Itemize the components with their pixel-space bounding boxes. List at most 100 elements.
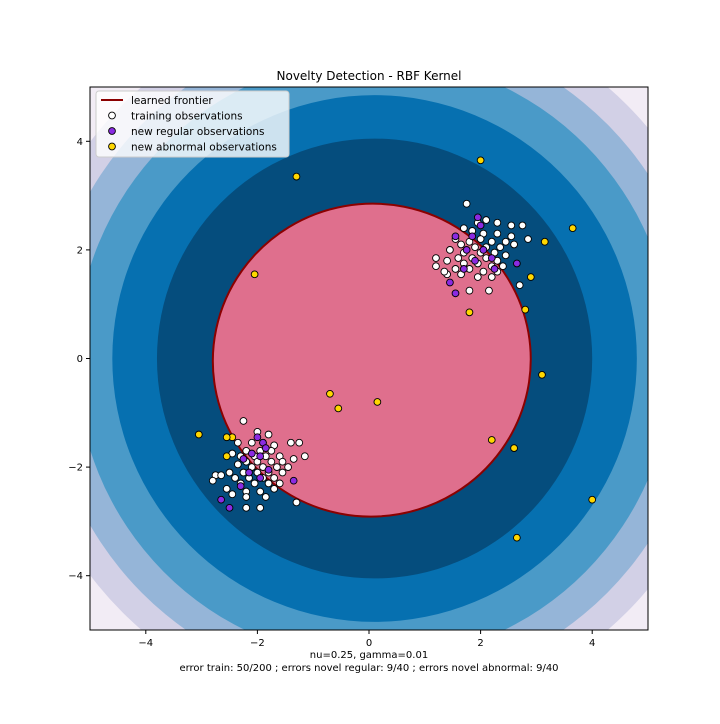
- new-abnormal-observations-point: [250, 270, 259, 279]
- training-observations-point: [501, 251, 510, 260]
- training-observations-point: [231, 474, 239, 482]
- new-regular-observations-point: [256, 474, 265, 482]
- new-regular-observations-point: [217, 495, 225, 504]
- legend: learned frontier training observations new…: [95, 90, 290, 158]
- x-axis: −4 −2 0 2 4: [138, 630, 595, 649]
- new-abnormal-observations-point: [326, 389, 334, 398]
- training-observations-point: [487, 273, 496, 281]
- new-regular-observations-point: [446, 278, 454, 287]
- training-observations-point: [278, 468, 287, 477]
- training-observations-point: [295, 438, 304, 447]
- y-tick-label: 2: [77, 245, 83, 256]
- series-3: [194, 156, 597, 542]
- x-tick-label: 2: [477, 638, 483, 649]
- new-abnormal-observations-point: [292, 172, 301, 181]
- new-regular-observations-point: [264, 465, 273, 474]
- training-observations-point: [234, 438, 242, 447]
- legend-label: learned frontier: [131, 95, 213, 107]
- new-abnormal-observations-point: [487, 436, 496, 444]
- training-observations-point: [250, 479, 259, 488]
- new-regular-observations-point: [289, 476, 298, 485]
- new-regular-observations-point: [451, 232, 460, 241]
- new-regular-observations-point: [239, 455, 248, 463]
- new-abnormal-observations-point: [510, 444, 518, 452]
- training-observations-point: [432, 262, 440, 271]
- new-abnormal-observations-point: [373, 398, 382, 406]
- y-tick-label: −2: [68, 463, 83, 474]
- training-observations-point: [292, 498, 301, 507]
- training-observations-point: [462, 199, 471, 208]
- new-abnormal-observations-point: [568, 224, 577, 233]
- legend-marker-swatch: [108, 111, 116, 120]
- training-observations-point: [499, 262, 507, 271]
- training-observations-point: [270, 484, 278, 493]
- new-abnormal-observations-point: [588, 495, 597, 504]
- x-axis-label-line2: error train: 50/200 ; errors novel regul…: [179, 663, 558, 674]
- new-regular-observations-point: [473, 213, 482, 222]
- new-abnormal-observations-point: [540, 237, 549, 246]
- new-abnormal-observations-point: [476, 156, 485, 165]
- legend-label: new regular observations: [131, 126, 264, 138]
- series-2: [217, 213, 521, 512]
- new-regular-observations-point: [468, 232, 477, 241]
- training-observations-point: [440, 267, 449, 276]
- training-observations-point: [479, 267, 488, 276]
- training-observations-point: [225, 468, 234, 477]
- training-observations-point: [524, 235, 532, 243]
- training-observations-point: [493, 229, 502, 238]
- training-observations-point: [487, 237, 496, 246]
- training-observations-point: [275, 479, 284, 488]
- new-regular-observations-point: [225, 503, 234, 512]
- y-axis: −4 −2 0 2 4: [68, 137, 90, 582]
- training-observations-point: [451, 265, 460, 273]
- training-observations-point: [208, 476, 217, 485]
- new-regular-observations-point: [471, 256, 479, 265]
- training-observations-point: [256, 503, 265, 512]
- y-tick-label: 4: [77, 137, 83, 148]
- training-observations-point: [446, 246, 454, 254]
- training-observations-point: [482, 216, 491, 224]
- legend-marker-swatch: [108, 127, 116, 135]
- new-abnormal-observations-point: [465, 308, 474, 317]
- new-abnormal-observations-point: [513, 533, 521, 542]
- new-abnormal-observations-point: [334, 404, 343, 413]
- training-observations-point: [217, 471, 225, 480]
- new-regular-observations-point: [253, 433, 262, 442]
- training-observations-point: [465, 286, 474, 295]
- training-observations-point: [515, 281, 524, 290]
- new-regular-observations-point: [460, 265, 468, 273]
- training-observations-point: [496, 243, 504, 252]
- legend-label: training observations: [131, 111, 243, 123]
- new-abnormal-observations-point: [521, 305, 530, 314]
- training-observations-point: [239, 417, 248, 425]
- training-observations-point: [242, 503, 251, 512]
- new-regular-observations-point: [247, 449, 256, 458]
- training-observations-point: [264, 430, 273, 439]
- y-tick-label: −4: [68, 571, 83, 582]
- training-observations-point: [476, 235, 485, 243]
- plot-area: [90, 87, 648, 630]
- training-observations-point: [247, 438, 256, 447]
- learned-frontier-line: [211, 202, 532, 518]
- new-regular-observations-point: [479, 246, 488, 254]
- new-abnormal-observations-point: [222, 433, 231, 442]
- x-tick-label: 0: [366, 638, 372, 649]
- new-abnormal-observations-point: [194, 430, 203, 439]
- training-observations-point: [264, 479, 273, 488]
- training-observations-point: [261, 493, 270, 501]
- training-observations-point: [501, 237, 510, 246]
- training-observations-point: [432, 254, 440, 262]
- x-tick-label: −2: [250, 638, 265, 649]
- training-observations-point: [234, 460, 242, 469]
- training-observations-point: [278, 457, 287, 466]
- new-regular-observations-point: [245, 468, 253, 477]
- training-observations-point: [267, 457, 276, 466]
- new-regular-observations-point: [451, 289, 460, 298]
- training-observations-point: [289, 455, 298, 463]
- training-observations-point: [507, 232, 516, 241]
- new-regular-observations-point: [476, 221, 485, 230]
- training-observations-point: [471, 243, 479, 252]
- new-regular-observations-point: [236, 482, 245, 490]
